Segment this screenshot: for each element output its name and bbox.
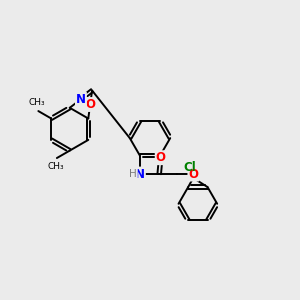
Text: O: O — [188, 167, 198, 181]
Text: O: O — [156, 151, 166, 164]
Text: O: O — [85, 98, 95, 111]
Text: H: H — [130, 169, 137, 179]
Text: CH₃: CH₃ — [28, 98, 45, 107]
Text: Cl: Cl — [183, 161, 196, 174]
Text: N: N — [76, 93, 86, 106]
Text: N: N — [135, 167, 145, 181]
Text: CH₃: CH₃ — [47, 162, 64, 171]
